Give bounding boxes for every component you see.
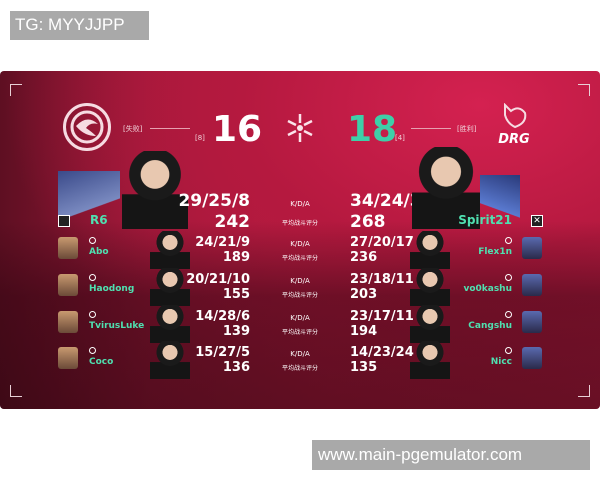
right-player-acs: 203 [350,287,378,302]
right-player-kda: 23/17/11 [350,309,414,324]
right-role-icon [505,274,512,281]
kda-label: K/D/A [290,200,310,208]
right-player-kda: 27/20/17 [350,235,414,250]
right-agent-icon [522,311,542,333]
right-mvp-photo [412,147,480,229]
left-result: [失败] [123,125,143,133]
right-player-kda: 23/18/11 [350,272,414,287]
right-player-name: Flex1n [478,247,512,257]
right-player-name: vo0kashu [463,284,512,294]
right-player-acs: 194 [350,324,378,339]
corner-bracket [578,84,590,96]
right-team-logo: DRG [494,102,534,147]
left-role-icon [89,274,96,281]
right-score: 18 [347,109,398,150]
kda-label: K/D/A [290,277,310,285]
left-mvp-name: R6 [90,213,108,227]
left-player-acs: 155 [222,287,250,302]
divider [150,128,190,129]
watermark-top: TG: MYYJJPP [10,11,149,40]
left-player-kda: 15/27/5 [195,345,250,360]
left-player-photo [150,231,190,269]
left-mvp-photo [122,151,188,229]
left-player-kda: 24/21/9 [195,235,250,250]
left-mvp-kda: 29/25/8 [178,191,250,211]
right-agent-icon [522,274,542,296]
right-player-photo [410,305,450,343]
acs-label: 平均战斗评分 [281,255,318,262]
left-sub-score: [8] [195,134,205,142]
right-player-name: Cangshu [468,321,512,331]
left-player-name: Coco [89,357,114,367]
kda-label: K/D/A [290,314,310,322]
left-mvp-agent-icon [58,215,70,227]
acs-label: 平均战斗评分 [281,292,318,299]
right-result: [胜利] [457,125,477,133]
left-player-acs: 139 [222,324,250,339]
right-role-icon [505,311,512,318]
right-mvp-kda: 34/24/3 [350,191,422,211]
left-agent-icon [58,347,78,369]
scoreboard: [失败] [8] 16 18 [4] [胜利] DRG R6 29/25/8 2… [0,71,600,409]
right-role-icon [505,347,512,354]
left-role-icon [89,311,96,318]
right-agent-icon [522,347,542,369]
right-mvp-acs: 268 [350,212,386,232]
corner-bracket [10,385,22,397]
divider [411,128,451,129]
right-agent-icon [522,237,542,259]
left-score: 16 [212,109,263,150]
left-player-photo [150,268,190,306]
right-mvp-name: Spirit21 [458,213,512,227]
acs-label: 平均战斗评分 [281,329,318,336]
right-player-photo [410,341,450,379]
kda-label: K/D/A [290,240,310,248]
valorant-star-icon [286,113,314,147]
acs-label: 平均战斗评分 [281,365,318,372]
right-sub-score: [4] [395,134,405,142]
watermark-bottom: www.main-pgemulator.com [312,440,590,470]
left-player-acs: 189 [222,250,250,265]
left-player-photo [150,305,190,343]
left-role-icon [89,237,96,244]
corner-bracket [10,84,22,96]
left-player-acs: 136 [222,360,250,375]
right-player-name: Nicc [490,357,512,367]
kda-label: K/D/A [290,350,310,358]
left-player-kda: 20/21/10 [186,272,250,287]
right-player-kda: 14/23/24 [350,345,414,360]
corner-bracket [578,385,590,397]
left-role-icon [89,347,96,354]
right-role-icon [505,237,512,244]
left-player-kda: 14/28/6 [195,309,250,324]
acs-label: 平均战斗评分 [281,220,318,227]
left-team-logo [63,103,111,151]
left-player-photo [150,341,190,379]
right-player-photo [410,268,450,306]
left-player-name: Abo [89,247,109,257]
right-mvp-agent-image [480,175,520,231]
right-team-logo-text: DRG [498,132,530,147]
left-player-name: TvirusLuke [89,321,145,331]
left-player-name: Haodong [89,284,135,294]
left-mvp-acs: 242 [214,212,251,232]
left-agent-icon [58,274,78,296]
left-agent-icon [58,311,78,333]
right-player-acs: 236 [350,250,378,265]
right-player-acs: 135 [350,360,378,375]
left-agent-icon [58,237,78,259]
right-mvp-agent-icon: ✕ [531,215,543,227]
right-player-photo [410,231,450,269]
